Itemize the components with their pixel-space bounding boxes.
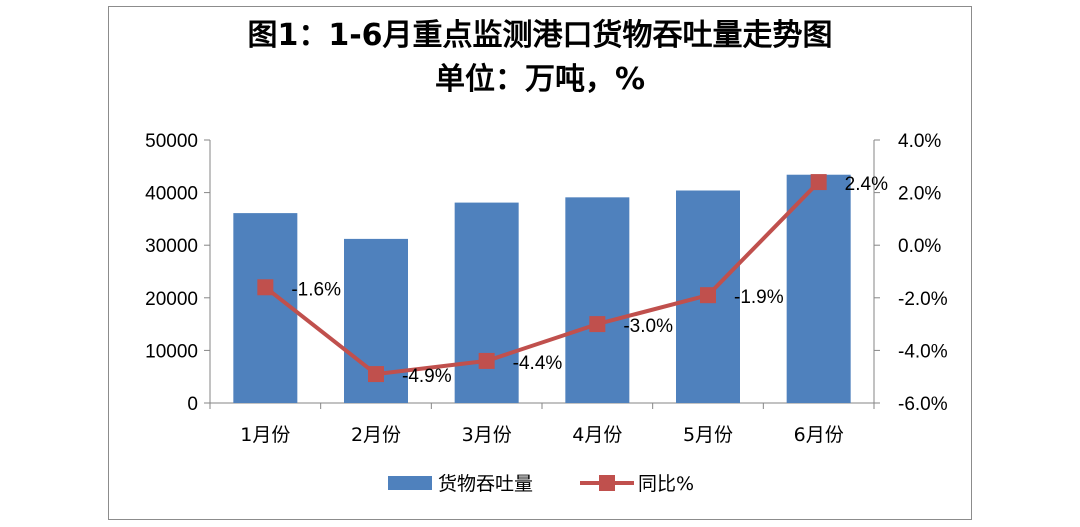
data-label: -3.0% (623, 316, 673, 337)
series-line (264, 180, 821, 377)
chart-title-block: 图1：1-6月重点监测港口货物吞吐量走势图 单位：万吨，% (108, 14, 972, 102)
bar (565, 197, 630, 403)
x-tick-label: 4月份 (572, 424, 622, 446)
left-tick-label: 30000 (145, 236, 198, 257)
bar (233, 213, 298, 403)
line-point (700, 287, 716, 304)
line-point (589, 316, 606, 333)
right-tick-label: -4.0% (898, 341, 948, 362)
line-point (478, 352, 495, 369)
line-point (810, 174, 827, 191)
left-tick-label: 50000 (145, 131, 198, 152)
legend-label-line: 同比% (638, 473, 694, 495)
left-tick-label: 10000 (145, 341, 198, 362)
left-tick-label: 40000 (145, 184, 198, 205)
left-tick-label: 0 (187, 394, 198, 415)
data-label: -1.6% (291, 279, 341, 300)
bar (454, 202, 519, 403)
bar (786, 174, 851, 403)
x-tick-label: 6月份 (794, 424, 844, 446)
legend-swatch-marker (599, 475, 615, 491)
chart-title: 图1：1-6月重点监测港口货物吞吐量走势图 (247, 18, 833, 53)
right-tick-label: -2.0% (898, 289, 948, 310)
right-tick-label: 0.0% (898, 236, 941, 257)
right-tick-label: 2.0% (898, 184, 941, 205)
line-point (257, 279, 274, 296)
legend-label-bar: 货物吞吐量 (438, 473, 533, 495)
chart-subtitle: 单位：万吨，% (434, 62, 646, 97)
line-point (368, 366, 384, 383)
x-tick-label: 3月份 (462, 424, 512, 446)
x-tick-label: 2月份 (351, 424, 401, 446)
data-label: -1.9% (734, 287, 784, 308)
right-tick-label: 4.0% (898, 131, 941, 152)
x-tick-label: 1月份 (240, 424, 290, 446)
x-tick-label: 5月份 (683, 424, 733, 446)
data-label: -4.4% (513, 353, 563, 374)
legend-swatch-bar (388, 476, 432, 490)
data-label: -4.9% (402, 366, 452, 387)
left-tick-label: 20000 (145, 289, 198, 310)
data-label: 2.4% (845, 174, 888, 195)
right-tick-label: -6.0% (898, 394, 948, 415)
